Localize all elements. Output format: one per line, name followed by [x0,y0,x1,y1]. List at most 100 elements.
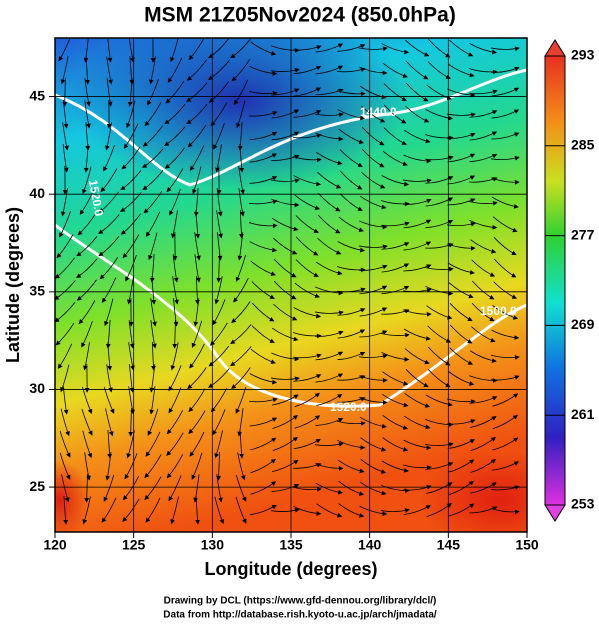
streamline [403,154,432,164]
streamline [121,146,141,170]
streamline [490,508,520,515]
streamline [381,393,409,408]
streamline [469,375,498,383]
streamline [195,210,201,239]
streamline [172,319,178,349]
streamline [84,452,91,481]
streamline [173,298,179,327]
streamline [216,188,223,217]
streamline [315,463,344,471]
streamline [84,78,91,107]
streamline [194,232,201,261]
streamline [189,145,205,171]
streamline [55,302,76,323]
streamline [249,176,278,184]
streamline [85,56,90,85]
streamline [61,474,70,503]
streamline [470,458,497,473]
streamline [271,198,300,208]
streamline [123,123,139,149]
streamline [358,244,388,250]
streamline [57,343,73,369]
colorbar-tick-label: 277 [571,226,595,242]
streamline [59,452,71,480]
y-tick-label: 40 [29,185,45,201]
streamline [315,43,344,53]
streamline [250,481,277,495]
streamline [249,397,278,403]
streamline [425,219,454,229]
streamline [337,308,366,316]
streamline [469,506,498,514]
streamline [164,126,186,146]
x-tick-label: 130 [201,537,225,553]
streamline [338,481,365,496]
streamline [380,200,410,207]
streamline [404,415,431,430]
streamline [359,397,388,405]
streamline [426,84,452,101]
colorbar-tick-label: 293 [571,47,595,63]
contour-label: 1520.0 [86,179,106,218]
streamline [316,503,343,518]
streamline [315,88,344,95]
streamline [336,266,366,273]
streamline [359,66,388,76]
streamline [208,345,230,367]
streamline [447,132,476,139]
streamline [447,262,475,275]
streamline [187,367,207,390]
streamline [317,237,342,255]
streamline [424,134,454,141]
streamline [213,122,225,150]
streamline [166,432,184,456]
streamline [359,264,388,271]
streamline [188,388,206,413]
streamline [237,452,246,481]
streamline [128,320,135,349]
streamline [447,419,476,425]
streamline [142,148,164,168]
streamline [493,258,517,278]
streamline [491,461,520,471]
streamline [293,133,322,139]
x-tick-label: 150 [515,537,539,553]
streamline [122,234,140,259]
streamline [314,442,344,447]
streamline [339,170,363,190]
streamline [403,241,432,251]
streamline [293,505,322,516]
streamline [446,112,476,118]
streamline [315,373,344,383]
streamline [147,408,159,436]
streamline [167,57,183,83]
streamline [337,109,366,121]
streamline [128,342,135,371]
streamline [166,168,184,193]
streamline [249,241,278,253]
streamline [271,88,300,96]
streamline [250,458,276,474]
streamline [191,452,203,480]
streamline [249,111,278,117]
streamline [382,415,409,430]
streamline [337,439,366,450]
streamline [317,214,341,234]
x-tick-label: 125 [122,537,146,553]
streamline [469,131,498,141]
streamline [491,329,520,341]
streamline [293,110,322,118]
streamline [249,417,278,427]
streamline [145,497,161,523]
streamline [235,496,247,524]
streamline [145,431,161,457]
streamline [83,342,90,371]
streamline [381,352,410,362]
streamline [249,65,278,76]
streamline [186,59,207,81]
streamline [468,200,498,206]
streamline [249,199,278,205]
streamline [448,503,475,517]
streamline [270,376,300,382]
streamline [272,436,298,452]
